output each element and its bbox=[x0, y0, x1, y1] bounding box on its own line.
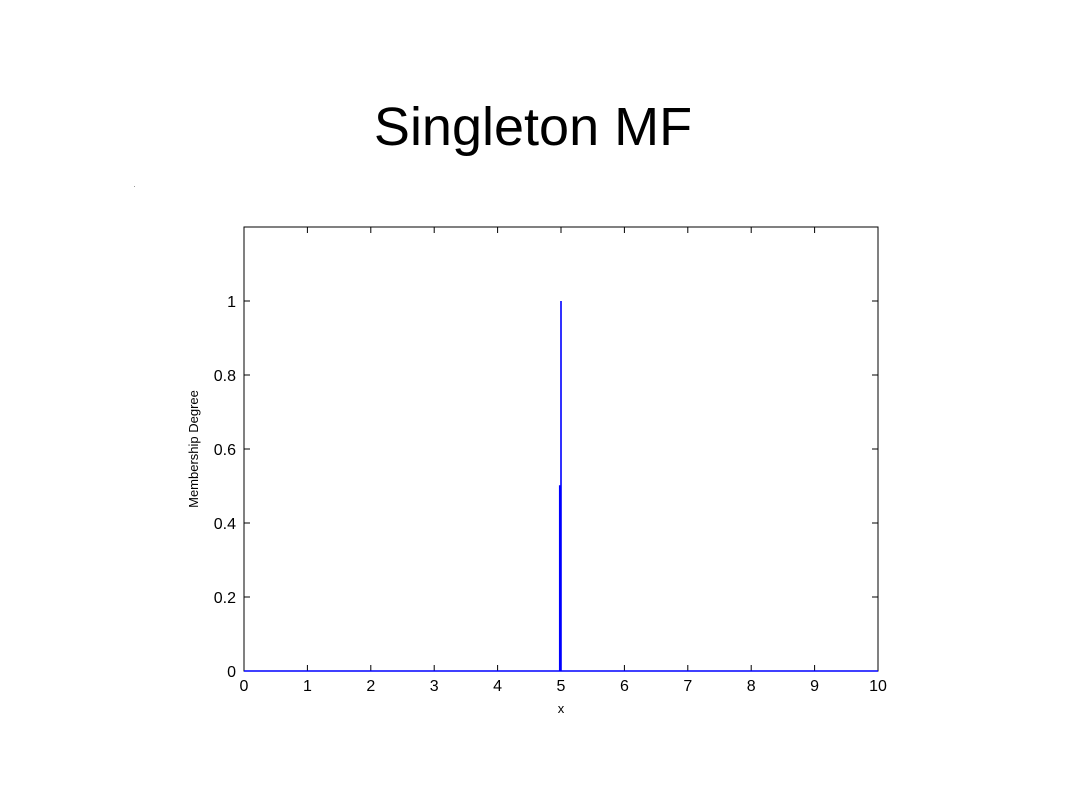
slide-title: Singleton MF bbox=[373, 97, 693, 157]
x-tick-label: 0 bbox=[240, 678, 249, 695]
y-tick-label: 0.2 bbox=[214, 590, 236, 607]
x-tick-label: 5 bbox=[557, 678, 566, 695]
x-tick-label: 10 bbox=[869, 678, 887, 695]
x-tick-label: 7 bbox=[683, 678, 692, 695]
series-line-0 bbox=[244, 301, 878, 672]
x-tick-label: 6 bbox=[620, 678, 629, 695]
stray-mark bbox=[134, 186, 135, 187]
x-tick-label: 4 bbox=[493, 678, 502, 695]
x-axis-ticks: 0 1 2 3 4 5 6 7 8 9 10 bbox=[240, 227, 887, 695]
x-tick-label: 9 bbox=[810, 678, 819, 695]
x-tick-label: 2 bbox=[366, 678, 375, 695]
y-axis-label: Membership Degree bbox=[186, 390, 201, 508]
y-tick-label: 1 bbox=[227, 294, 236, 311]
y-tick-label: 0 bbox=[227, 664, 236, 681]
y-tick-label: 0.6 bbox=[214, 442, 236, 459]
x-axis-label: x bbox=[558, 701, 565, 716]
x-tick-label: 1 bbox=[303, 678, 312, 695]
y-tick-label: 0.4 bbox=[214, 516, 236, 533]
series-layer bbox=[244, 301, 878, 672]
x-tick-label: 8 bbox=[747, 678, 756, 695]
y-axis-ticks: 0 0.2 0.4 0.6 0.8 1 bbox=[214, 294, 878, 681]
y-tick-label: 0.8 bbox=[214, 368, 236, 385]
x-tick-label: 3 bbox=[430, 678, 439, 695]
